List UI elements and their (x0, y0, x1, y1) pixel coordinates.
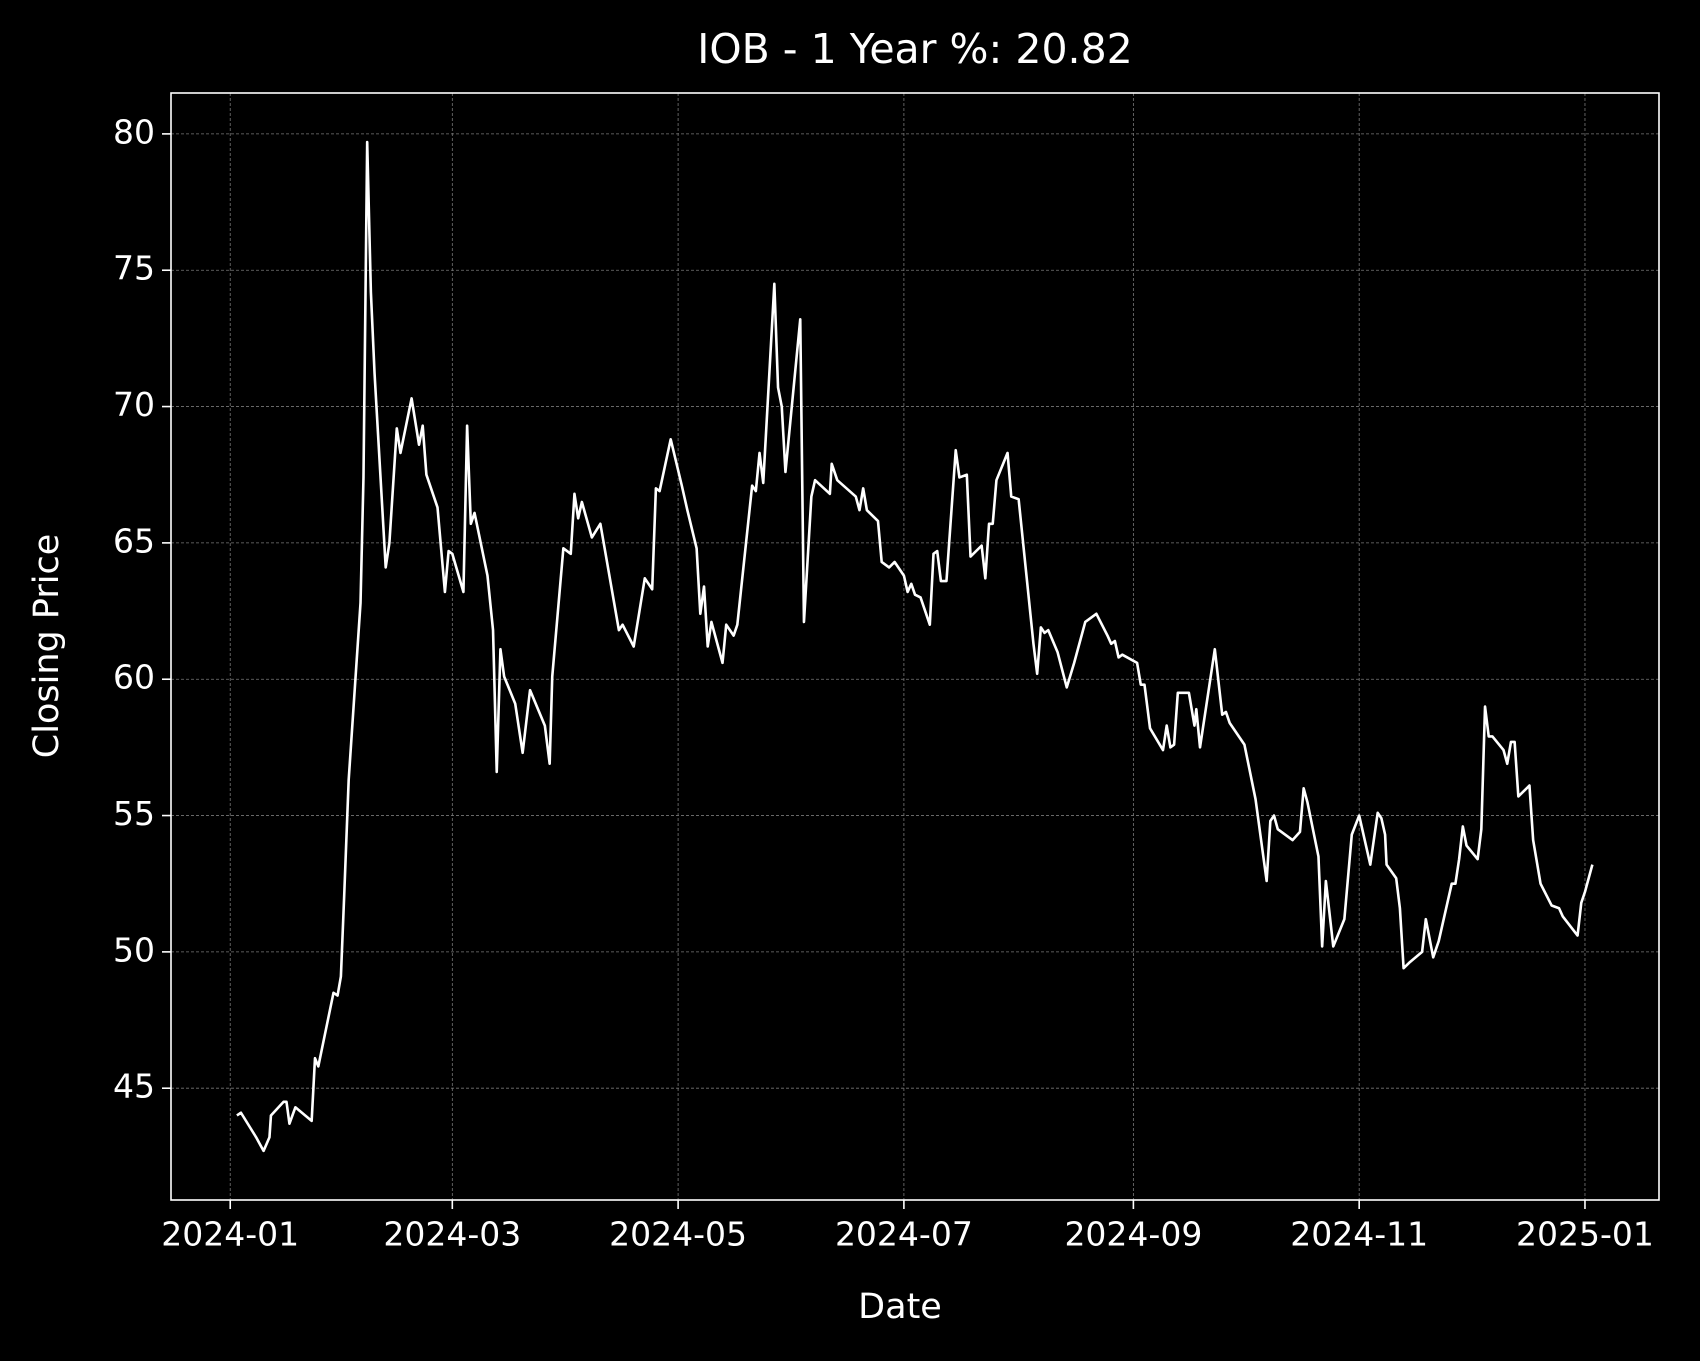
plot-frame (170, 92, 1660, 1201)
y-tick-label: 65 (113, 521, 155, 560)
x-tick-label: 2025-01 (1516, 1215, 1654, 1254)
y-tick-label: 50 (113, 930, 155, 969)
x-tick-label: 2024-05 (609, 1215, 747, 1254)
y-tick-label: 45 (113, 1067, 155, 1106)
x-axis-label: Date (858, 1287, 942, 1327)
y-tick-label: 75 (113, 249, 155, 288)
x-tick-label: 2024-09 (1064, 1215, 1202, 1254)
y-tick-label: 70 (113, 385, 155, 424)
x-tick-label: 2024-03 (383, 1215, 521, 1254)
y-tick-label: 55 (113, 794, 155, 833)
x-tick-label: 2024-11 (1290, 1215, 1428, 1254)
y-tick-label: 80 (113, 112, 155, 151)
y-tick-label: 60 (113, 658, 155, 697)
x-tick-label: 2024-07 (835, 1215, 973, 1254)
price-line (236, 140, 1594, 1153)
x-tick-label: 2024-01 (161, 1215, 299, 1254)
y-axis-label: Closing Price (27, 534, 67, 758)
chart-title: IOB - 1 Year %: 20.82 (697, 25, 1133, 73)
